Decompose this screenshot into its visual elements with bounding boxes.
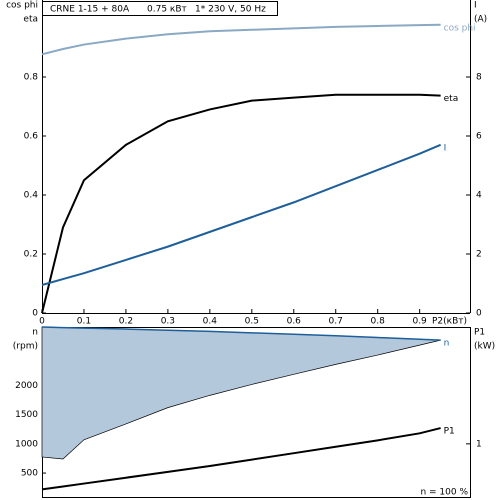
y2-axis-title: (kW) — [474, 342, 495, 352]
chart-subtitle: 1* 230 V, 50 Hz — [195, 5, 266, 15]
y2-axis-title: P1 — [474, 328, 485, 338]
y-tick-label: 0.6 — [24, 132, 39, 142]
y2-tick-label: 4 — [476, 191, 482, 201]
x-tick-label: 0.2 — [119, 317, 133, 327]
series-label: eta — [444, 94, 459, 104]
y-tick-label: 1500 — [15, 410, 38, 420]
y-tick-label: 2000 — [15, 381, 38, 391]
y-tick-label: 1000 — [15, 439, 38, 449]
x-axis-title: P2(кВт) — [432, 317, 467, 327]
y-tick-label: 0.4 — [24, 191, 39, 201]
y2-tick-label: 0 — [476, 309, 482, 319]
x-tick-label: 0.8 — [371, 317, 386, 327]
series-line — [41, 143, 442, 286]
series-label: cos phi — [444, 23, 476, 33]
chart-subtitle: 0.75 кВт — [147, 5, 187, 15]
x-tick-label: 0.7 — [329, 317, 343, 327]
y2-axis-title: (A) — [474, 15, 487, 25]
chart-title: CRNE 1-15 + 80A — [50, 5, 130, 15]
x-tick-label: 0.3 — [161, 317, 175, 327]
y-axis-title: cos phi — [6, 1, 38, 11]
y-tick-label: 0.2 — [24, 250, 38, 260]
y-tick-label: 500 — [21, 469, 38, 479]
y-tick-label: 0 — [32, 309, 38, 319]
x-tick-label: 0.1 — [77, 317, 91, 327]
series-line — [41, 23, 441, 56]
y-axis-title: n — [32, 328, 38, 338]
series-label: n — [444, 339, 450, 349]
series-line — [41, 326, 441, 341]
y-axis-title: (rpm) — [13, 342, 38, 352]
y2-tick-label: 2 — [476, 250, 482, 260]
x-tick-label: 0.4 — [203, 317, 218, 327]
series-label: P1 — [444, 427, 455, 437]
y-axis-title: eta — [23, 15, 38, 25]
series-label: I — [444, 143, 447, 153]
y2-tick-label: 8 — [476, 73, 482, 83]
annotation: n = 100 % — [420, 488, 468, 498]
x-tick-label: 0 — [39, 317, 45, 327]
y2-tick-label: 6 — [476, 132, 482, 142]
x-tick-label: 0.9 — [412, 317, 427, 327]
x-tick-label: 0.5 — [245, 317, 259, 327]
y2-tick-label: 1 — [476, 439, 482, 449]
y2-axis-title: I — [474, 1, 477, 11]
x-tick-label: 0.6 — [287, 317, 302, 327]
y-tick-label: 0.8 — [24, 73, 39, 83]
series-line — [41, 93, 441, 314]
series-line — [41, 427, 441, 491]
